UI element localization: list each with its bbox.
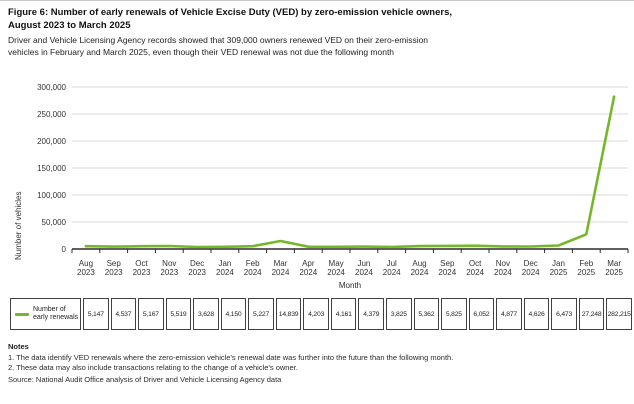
x-tick-label-year: 2024	[494, 268, 512, 277]
x-axis-title: Month	[339, 281, 361, 290]
table-value-cell: 5,147	[83, 298, 109, 330]
table-value-cell: 6,473	[551, 298, 577, 330]
line-chart-svg: 0 50,000 100,000 150,000 200,000 250,000 300,0…	[37, 83, 629, 290]
x-tick-label-month: Nov	[496, 259, 510, 268]
table-value-cell: 5,362	[413, 298, 440, 330]
x-tick-label-month: Nov	[162, 259, 176, 268]
y-tick-label: 300,000	[37, 83, 66, 92]
x-tick-label-year: 2023	[160, 268, 178, 277]
y-tick-label: 0	[62, 245, 67, 254]
table-value-cell: 27,248	[578, 298, 605, 330]
x-tick-label-year: 2024	[216, 268, 234, 277]
x-tick-label-month: Jan	[552, 259, 565, 268]
note-item: 2. These data may also include transacti…	[8, 363, 298, 372]
x-tick-label-year: 2023	[105, 268, 123, 277]
x-tick-label-month: Sep	[440, 259, 455, 268]
data-table: Number of early renewals 5,147 4,537 5,167…	[10, 298, 632, 330]
x-tick-label-year: 2025	[577, 268, 595, 277]
table-value-cell: 5,227	[248, 298, 274, 330]
table-value-cell: 282,215	[606, 298, 632, 330]
table-value-cell: 4,626	[523, 298, 550, 330]
y-tick-label: 200,000	[37, 137, 66, 146]
x-tick-label-month: Jul	[387, 259, 397, 268]
figure-title-line2: August 2023 to March 2025	[8, 20, 131, 31]
x-tick-label-month: Jan	[218, 259, 231, 268]
x-tick-label-month: Dec	[190, 259, 204, 268]
line-chart: Number of vehicles 0 50,000 100,000 150,000…	[0, 56, 634, 293]
x-tick-label-month: Mar	[607, 259, 621, 268]
table-value-cell: 4,379	[358, 298, 385, 330]
x-tick-label-year: 2024	[466, 268, 484, 277]
table-value-cell: 5,167	[138, 298, 164, 330]
figure-subtitle-line1: Driver and Vehicle Licensing Agency reco…	[8, 35, 429, 45]
y-tick-label: 250,000	[37, 110, 66, 119]
table-value-cell: 4,161	[330, 298, 357, 330]
x-tick-label-year: 2024	[522, 268, 540, 277]
figure-title: Figure 6: Number of early renewals of Ve…	[8, 6, 452, 32]
y-axis-title: Number of vehicles	[14, 191, 23, 260]
x-tick-label-year: 2023	[133, 268, 151, 277]
table-value-cell: 5,825	[441, 298, 467, 330]
y-tick-label: 50,000	[42, 218, 67, 227]
x-tick-label-month: Dec	[524, 259, 538, 268]
legend-cell: Number of early renewals	[10, 298, 81, 330]
x-tick-label-year: 2024	[327, 268, 345, 277]
x-tick-label-year: 2024	[272, 268, 290, 277]
x-tick-label-month: Aug	[79, 259, 93, 268]
x-tick-label-month: Jun	[357, 259, 370, 268]
table-value-cell: 3,825	[386, 298, 412, 330]
x-tick-label-year: 2024	[244, 268, 262, 277]
x-tick-label-year: 2024	[438, 268, 456, 277]
series-line	[84, 95, 616, 249]
table-value-cell: 4,203	[303, 298, 329, 330]
figure-subtitle: Driver and Vehicle Licensing Agency reco…	[8, 34, 428, 58]
figure-subtitle-line2: vehicles in February and March 2025, eve…	[8, 47, 395, 57]
x-tick-label-year: 2025	[605, 268, 623, 277]
legend-label: Number of early renewals	[33, 305, 79, 322]
x-tick-label-month: May	[329, 259, 344, 268]
table-value-cell: 4,150	[220, 298, 247, 330]
x-tick-label-month: Sep	[107, 259, 122, 268]
x-tick-label-month: Feb	[579, 259, 593, 268]
source-line: Source: National Audit Office analysis o…	[8, 375, 282, 384]
x-tick-label-year: 2024	[299, 268, 317, 277]
note-item: 1. The data identify VED renewals where …	[8, 353, 454, 362]
table-value-cell: 3,628	[193, 298, 219, 330]
figure-title-line1: Figure 6: Number of early renewals of Ve…	[8, 7, 453, 18]
table-value-cell: 4,877	[496, 298, 522, 330]
x-tick-label-year: 2024	[411, 268, 429, 277]
x-tick-label-year: 2024	[355, 268, 373, 277]
x-tick-label-month: Mar	[274, 259, 288, 268]
x-tick-label-month: Aug	[412, 259, 426, 268]
notes-heading: Notes	[8, 342, 29, 351]
table-value-cell: 14,839	[275, 298, 302, 330]
x-tick-label-month: Apr	[302, 259, 315, 268]
y-tick-label: 100,000	[37, 191, 66, 200]
x-tick-label-year: 2024	[383, 268, 401, 277]
x-tick-label-month: Feb	[246, 259, 260, 268]
x-tick-label-year: 2023	[188, 268, 206, 277]
x-tick-label-month: Oct	[135, 259, 148, 268]
table-value-cell: 6,052	[468, 298, 495, 330]
x-tick-label-month: Oct	[469, 259, 482, 268]
x-tick-label-year: 2023	[77, 268, 95, 277]
notes-section: Notes 1. The data identify VED renewals …	[8, 342, 628, 384]
table-value-cell: 4,537	[110, 298, 137, 330]
x-tick-label-year: 2025	[550, 268, 568, 277]
y-tick-label: 150,000	[37, 164, 66, 173]
table-value-cell: 5,519	[165, 298, 192, 330]
series-line-swatch-icon	[15, 312, 29, 316]
